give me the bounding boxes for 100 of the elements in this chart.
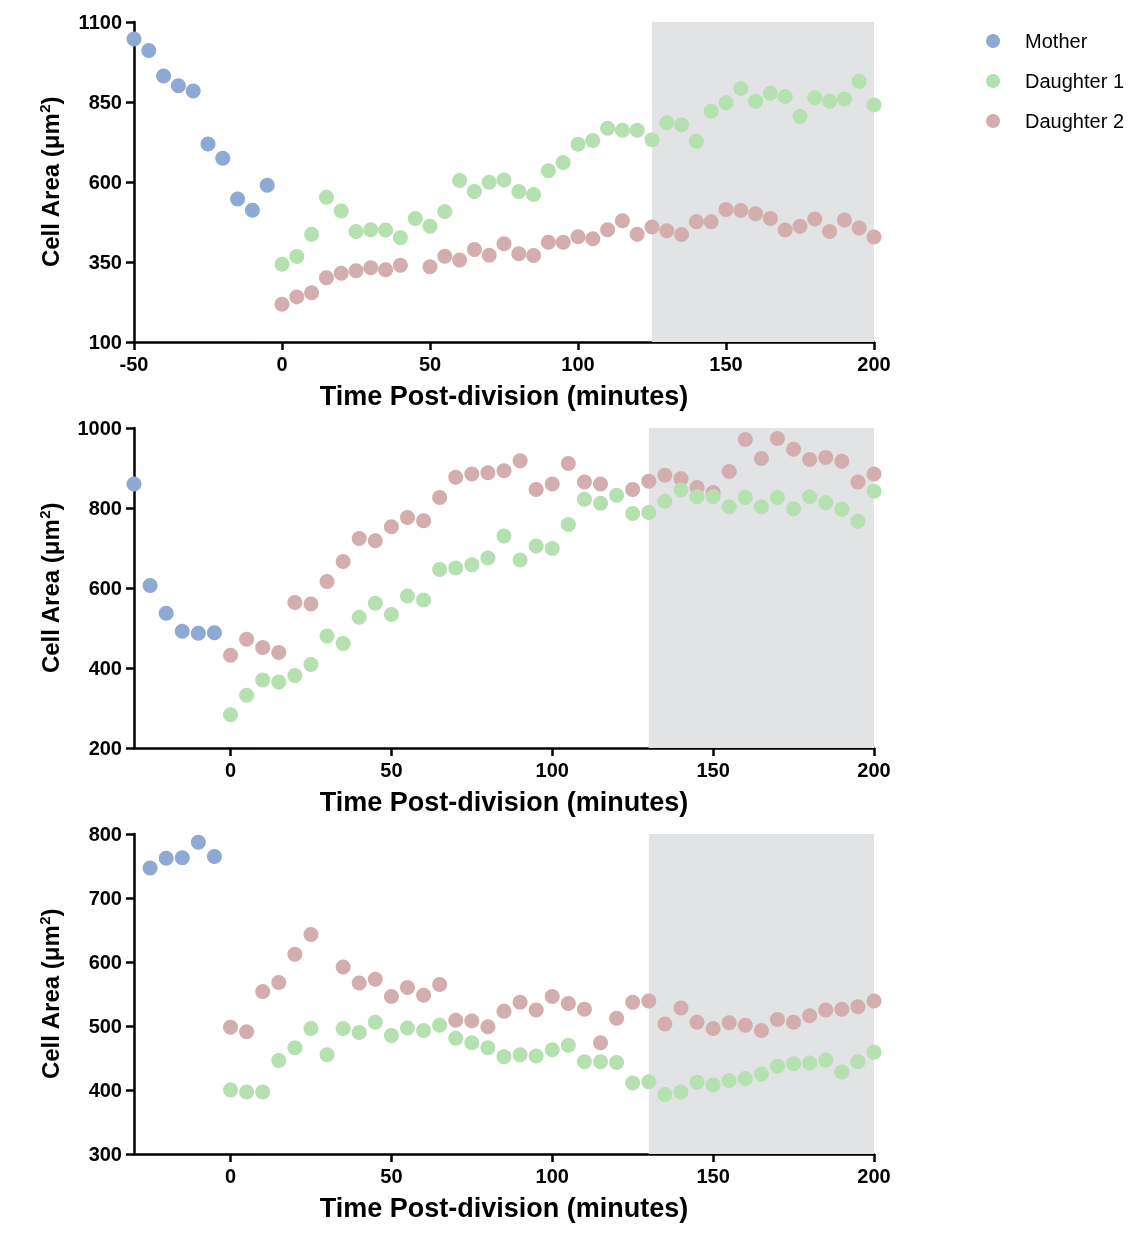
point — [585, 231, 601, 247]
point — [392, 257, 408, 273]
point — [560, 516, 576, 532]
point — [528, 1048, 544, 1064]
x-tick-label: 50 — [380, 759, 403, 781]
point — [786, 501, 802, 517]
point — [866, 97, 882, 113]
point — [318, 270, 334, 286]
point — [769, 1012, 785, 1028]
point — [593, 495, 609, 511]
point — [769, 430, 785, 446]
point — [614, 122, 630, 138]
x-tick-label: 50 — [380, 1165, 403, 1187]
y-tick-label: 850 — [88, 91, 122, 113]
point — [777, 222, 793, 238]
point — [807, 90, 823, 106]
point — [367, 971, 383, 987]
point — [737, 1070, 753, 1086]
point — [528, 482, 544, 498]
point — [223, 707, 239, 723]
point — [762, 210, 778, 226]
point — [200, 136, 216, 152]
point — [657, 493, 673, 509]
point — [363, 222, 379, 238]
x-axis-title: Time Post-division (minutes) — [319, 380, 689, 411]
point — [659, 223, 675, 239]
point — [733, 202, 749, 218]
point — [544, 989, 560, 1005]
point — [383, 519, 399, 535]
point — [383, 989, 399, 1005]
point — [802, 489, 818, 505]
point — [190, 834, 206, 850]
point — [641, 473, 657, 489]
point — [593, 1054, 609, 1070]
point — [363, 260, 379, 276]
point — [721, 1072, 737, 1088]
point — [318, 189, 334, 205]
y-tick-label: 400 — [88, 657, 122, 679]
point — [629, 226, 645, 242]
point — [223, 1019, 239, 1035]
point — [481, 247, 497, 263]
point — [303, 926, 319, 942]
point — [399, 1020, 415, 1036]
point — [593, 476, 609, 492]
point — [367, 595, 383, 611]
point — [777, 89, 793, 105]
point — [818, 495, 834, 511]
point — [609, 1054, 625, 1070]
point — [496, 1003, 512, 1019]
point — [688, 133, 704, 149]
point — [850, 1054, 866, 1070]
point — [464, 1013, 480, 1029]
point — [866, 993, 882, 1009]
point — [792, 218, 808, 234]
point — [641, 1074, 657, 1090]
point — [593, 1035, 609, 1051]
point — [287, 946, 303, 962]
point — [304, 226, 320, 242]
point — [512, 1047, 528, 1063]
point — [399, 510, 415, 526]
point — [303, 596, 319, 612]
point — [141, 42, 157, 58]
point — [464, 557, 480, 573]
y-axis-title: Cell Area (μm2) — [36, 96, 64, 268]
point — [274, 256, 290, 272]
point — [703, 103, 719, 119]
point — [512, 994, 528, 1010]
point — [850, 999, 866, 1015]
point — [496, 1049, 512, 1065]
point — [422, 218, 438, 234]
point — [174, 623, 190, 639]
point — [673, 1084, 689, 1100]
point — [866, 466, 882, 482]
x-tick-label: 200 — [857, 759, 891, 781]
point — [570, 136, 586, 152]
point — [271, 1053, 287, 1069]
x-tick-label: 100 — [561, 353, 595, 375]
point — [705, 1077, 721, 1093]
point — [448, 469, 464, 485]
point — [335, 959, 351, 975]
point — [335, 554, 351, 570]
legend-label: Daughter 1 — [1025, 70, 1125, 92]
y-tick-label: 350 — [88, 251, 122, 273]
point — [335, 636, 351, 652]
point — [641, 504, 657, 520]
point — [351, 530, 367, 546]
point — [576, 1001, 592, 1017]
y-tick-label: 600 — [88, 577, 122, 599]
point — [560, 456, 576, 472]
point — [570, 229, 586, 245]
point — [239, 687, 255, 703]
point — [156, 68, 172, 84]
point — [142, 578, 158, 594]
point — [688, 214, 704, 230]
point — [416, 592, 432, 608]
point — [625, 994, 641, 1010]
point — [544, 476, 560, 492]
point — [818, 1002, 834, 1018]
point — [851, 220, 867, 236]
point — [239, 1084, 255, 1100]
